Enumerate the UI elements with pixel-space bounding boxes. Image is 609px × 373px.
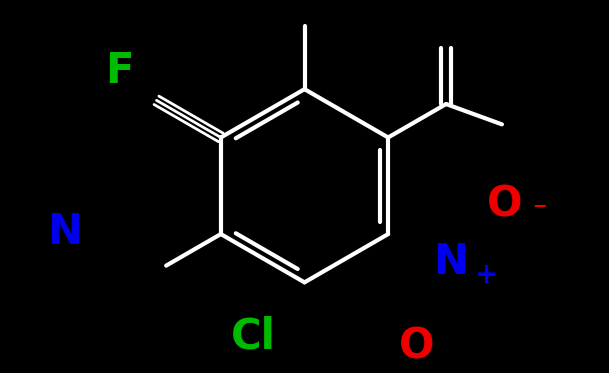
Text: N: N [432, 241, 468, 283]
Text: ⁻: ⁻ [532, 198, 547, 226]
Text: N: N [48, 211, 82, 253]
Text: Cl: Cl [230, 315, 275, 357]
Text: +: + [475, 261, 498, 289]
Text: F: F [105, 50, 134, 92]
Text: O: O [487, 184, 523, 225]
Text: O: O [399, 325, 434, 367]
